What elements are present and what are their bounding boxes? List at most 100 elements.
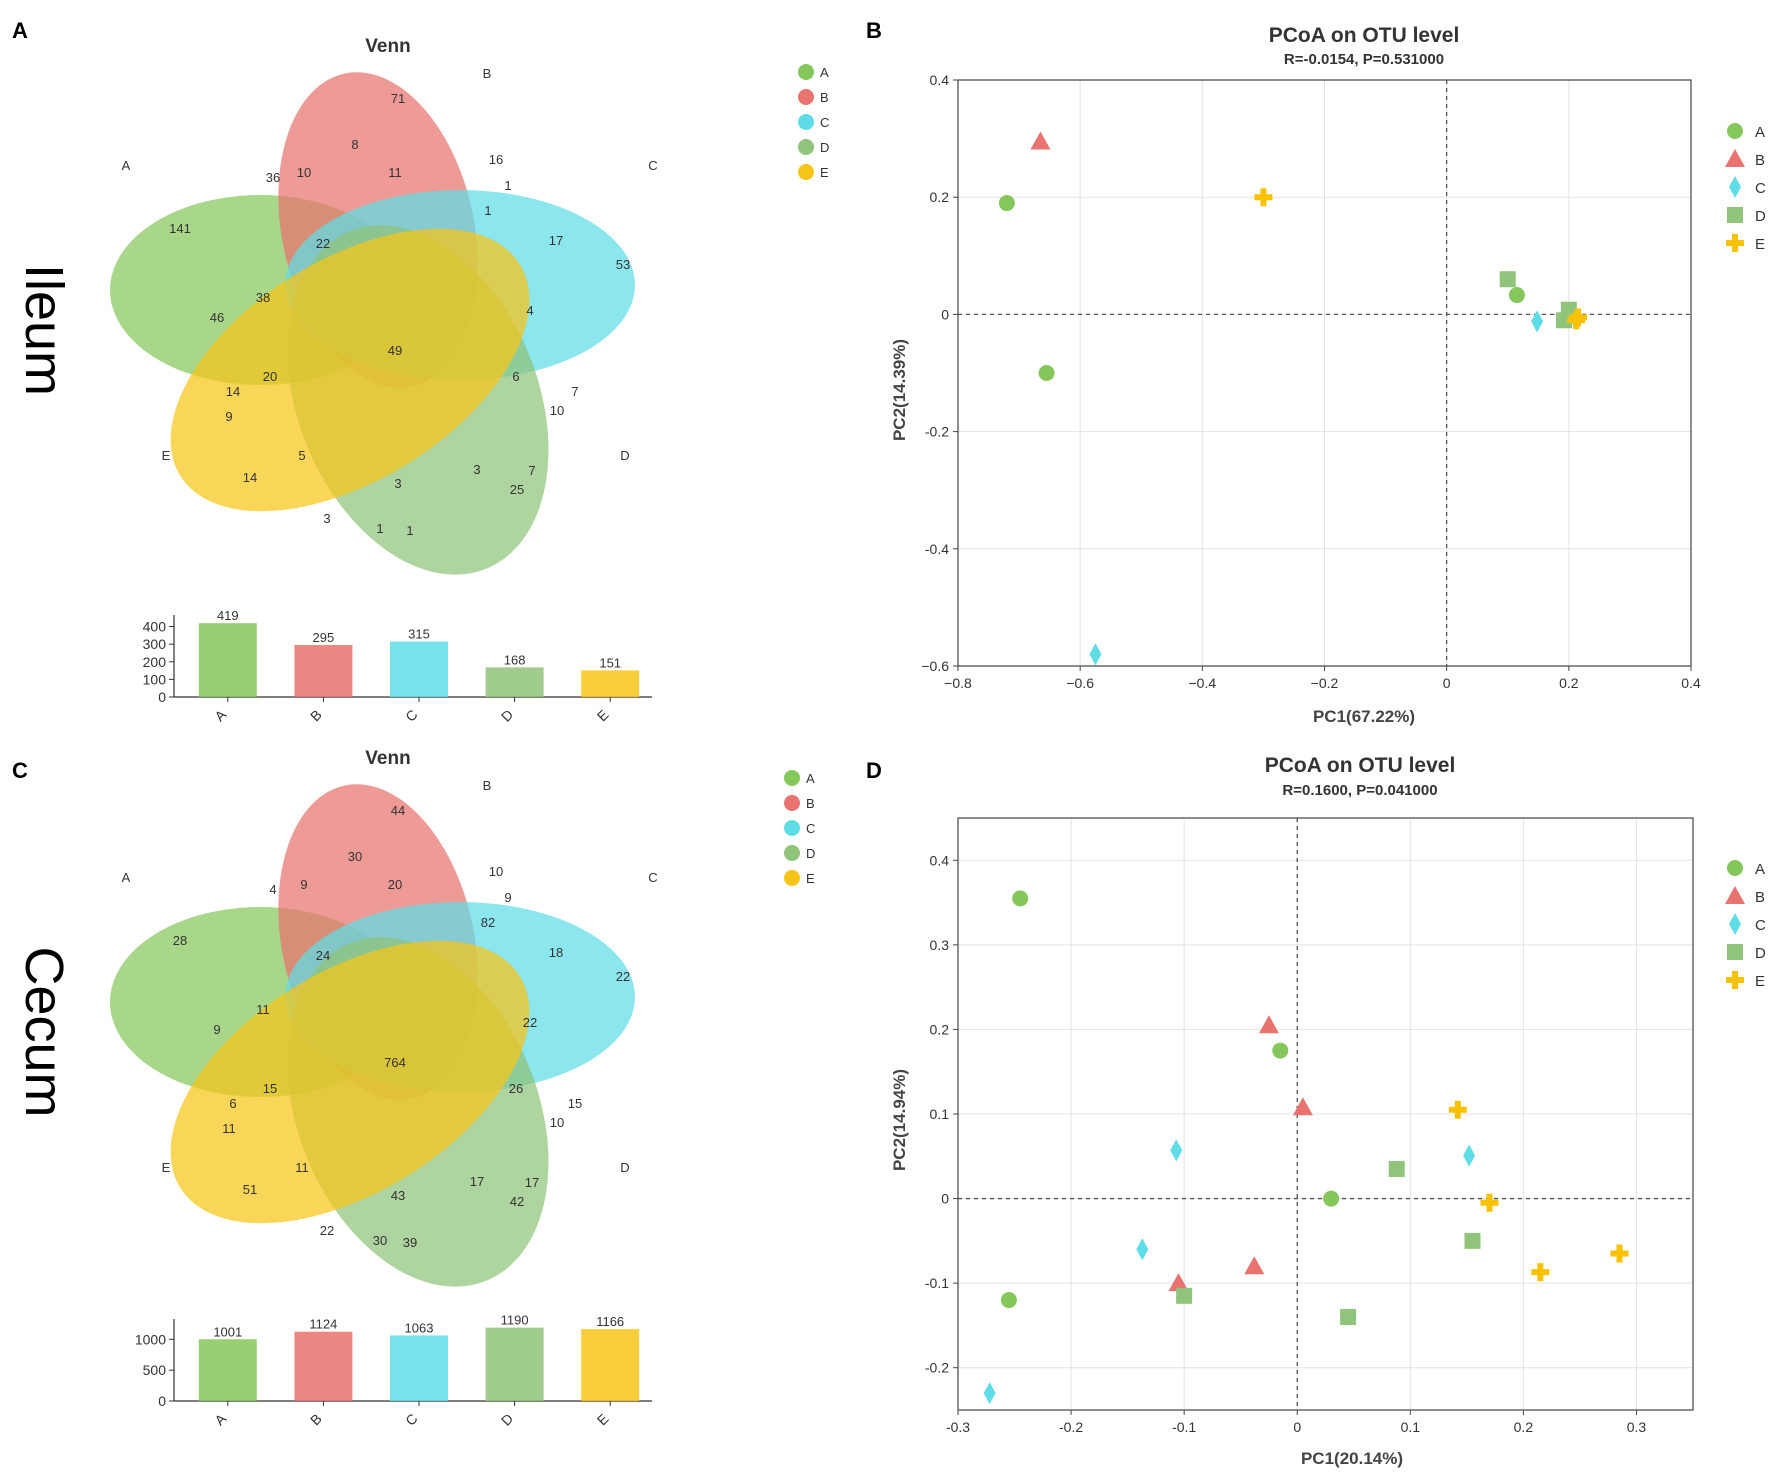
scatter-legend-label-e: E [1755,236,1765,253]
venn-region-count: 3 [323,511,330,526]
venn-set-label-c: C [648,870,657,885]
venn-region-count: 1 [406,523,413,538]
venn-region-count: 24 [316,948,330,963]
legend-label-d: D [806,846,815,861]
venn-region-count: 43 [391,1188,405,1203]
legend-label-a: A [820,65,829,80]
venn-set-label-e: E [162,448,171,463]
bar-d [485,1327,544,1401]
pcoa-xlabel-b: PC1(67.22%) [1313,707,1415,726]
y-tick-label: 0 [941,1191,949,1207]
scatter-point-circle [1727,860,1743,876]
y-tick-label: -0.2 [925,424,949,440]
pcoa-ylabel-b: PC2(14.39%) [890,339,909,441]
scatter-point-triangle [1258,1015,1279,1034]
venn-region-count: 1 [504,178,511,193]
venn-region-count: 10 [550,403,564,418]
venn-region-count: 6 [229,1096,236,1111]
venn-set-label-d: D [620,1160,629,1175]
venn-region-count: 42 [510,1194,524,1209]
bar-value-label: 1001 [213,1324,242,1339]
venn-region-count: 17 [549,233,563,248]
scatter-point-plus [1480,1193,1499,1212]
scatter-point-plus [1726,234,1744,252]
pcoa-subtitle-d: R=0.1600, P=0.041000 [1282,782,1437,799]
panel-letter-b: B [866,18,882,43]
tissue-label-cecum: Cecum [14,946,74,1117]
venn-region-count: 26 [509,1081,523,1096]
venn-region-count: 36 [266,170,280,185]
x-tick-label: 0 [1293,1419,1301,1435]
bar-x-tick-label: D [498,1410,516,1428]
legend-marker-e [784,870,800,886]
scatter-point-circle [1727,123,1743,139]
legend-marker-b [784,795,800,811]
legend-marker-d [798,139,814,155]
legend-label-b: B [806,796,815,811]
scatter-point-circle [1000,1292,1017,1309]
legend-marker-a [784,770,800,786]
venn-region-count: 11 [222,1121,236,1136]
scatter-legend-label-a: A [1755,861,1765,878]
legend-label-b: B [820,90,829,105]
venn-region-count: 3 [394,476,401,491]
scatter-point-triangle [1244,1256,1265,1275]
scatter-legend-label-c: C [1755,180,1766,197]
venn-region-count: 9 [504,890,511,905]
legend-label-e: E [820,165,829,180]
scatter-point-diamond [1729,913,1741,935]
x-tick-label: −0.2 [1311,675,1339,691]
scatter-legend-label-b: B [1755,152,1765,169]
bar-y-tick-label: 0 [158,689,166,705]
scatter-point-diamond [1463,1144,1476,1167]
venn-region-count: 4 [269,882,276,897]
venn-region-count: 9 [225,409,232,424]
x-tick-label: -0.3 [946,1419,970,1435]
legend-marker-d [784,845,800,861]
venn-set-label-c: C [648,158,657,173]
tissue-label-ileum: Ileum [14,264,74,396]
bar-y-tick-label: 500 [143,1362,167,1378]
bar-chart-cecum: 0 500 1000 1001 A 1124 B 1063 C 1190 D 1166 E [135,1313,652,1429]
venn-region-count: 18 [549,945,563,960]
bar-x-tick-label: B [307,707,325,725]
scatter-point-diamond [1089,643,1102,666]
scatter-point-circle [1272,1042,1289,1059]
bar-y-tick-label: 300 [143,636,167,652]
y-tick-label: -0.2 [925,1360,949,1376]
bar-value-label: 1190 [501,1313,529,1328]
x-tick-label: 0.4 [1681,675,1701,691]
venn-set-label-b: B [483,66,492,81]
scatter-point-circle [1508,287,1525,304]
venn-petal-e [170,228,530,512]
venn-set-label-e: E [162,1160,171,1175]
bar-y-tick-label: 400 [143,619,167,635]
scatter-point-square [1727,944,1743,960]
scatter-point-diamond [1729,176,1741,198]
panel-letter-c: C [12,758,28,783]
x-tick-label: 0.3 [1627,1419,1647,1435]
bar-value-label: 419 [217,608,239,623]
venn-region-count: 6 [512,369,519,384]
scatter-point-square [1388,1160,1405,1177]
bar-value-label: 1063 [405,1320,434,1335]
venn-region-count: 11 [295,1160,309,1175]
venn-region-count: 11 [256,1002,270,1017]
scatter-point-diamond [983,1382,996,1405]
pcoa-xlabel-d: PC1(20.14%) [1301,1449,1403,1468]
x-tick-label: −0.8 [944,675,972,691]
venn-region-count: 15 [568,1096,582,1111]
panel-letter-a: A [12,18,28,43]
venn-region-count: 10 [297,165,311,180]
scatter-legend-label-d: D [1755,208,1766,225]
x-tick-label: 0 [1443,675,1451,691]
venn-region-count: 25 [510,482,524,497]
venn-region-count: 17 [470,1174,484,1189]
venn-region-count: 7 [528,463,535,478]
bar-x-tick-label: B [307,1411,325,1429]
bar-x-tick-label: A [211,1410,229,1428]
